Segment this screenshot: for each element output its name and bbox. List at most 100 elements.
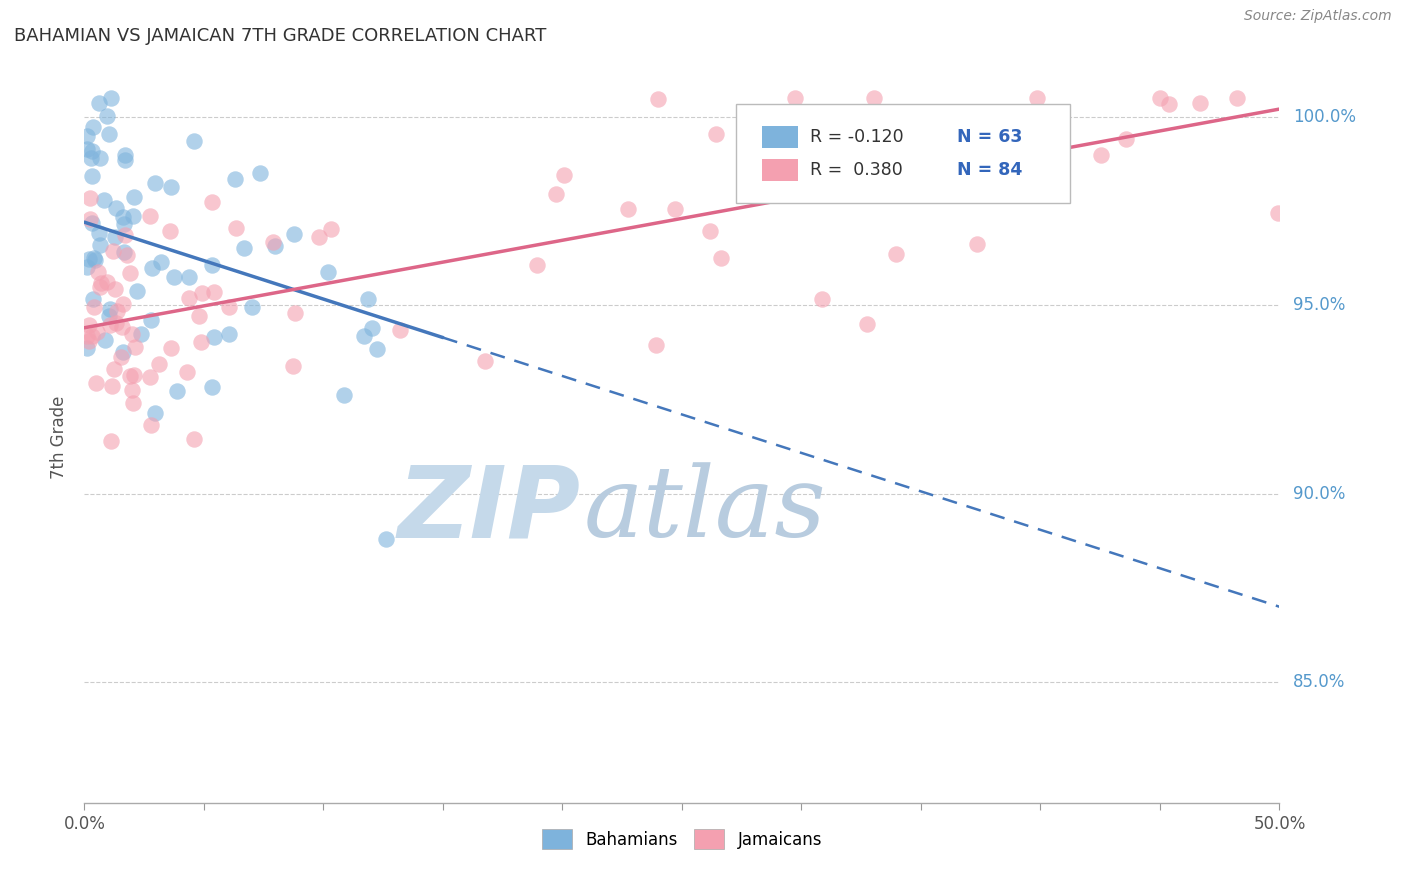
Point <box>139 418 162 433</box>
Point <box>114 228 136 243</box>
Point <box>122 368 145 382</box>
Point <box>835 161 858 175</box>
Point <box>110 350 132 364</box>
Point <box>316 265 339 279</box>
Point <box>89 237 111 252</box>
Point <box>100 91 122 105</box>
Point <box>104 230 127 244</box>
Point <box>855 317 877 331</box>
Point <box>553 168 575 182</box>
FancyBboxPatch shape <box>735 104 1070 203</box>
Text: atlas: atlas <box>583 463 827 558</box>
Point <box>319 221 342 235</box>
Point <box>139 209 162 223</box>
Point <box>93 194 115 208</box>
Point <box>474 354 496 368</box>
Point <box>284 306 307 320</box>
Point <box>87 265 110 279</box>
Point <box>1149 91 1171 105</box>
Point <box>179 270 201 285</box>
Point <box>89 226 111 240</box>
Point <box>89 280 111 294</box>
Point <box>77 252 100 266</box>
Point <box>218 327 240 342</box>
Point <box>224 172 246 186</box>
Point <box>111 345 134 359</box>
Point <box>76 129 98 144</box>
Point <box>162 269 184 284</box>
Point <box>124 340 146 354</box>
Point <box>76 142 98 156</box>
Point <box>1226 91 1249 105</box>
Point <box>264 239 287 253</box>
Point <box>98 301 121 316</box>
Point <box>1267 206 1289 220</box>
Point <box>1157 96 1180 111</box>
Text: 95.0%: 95.0% <box>1294 296 1346 314</box>
Point <box>190 334 212 349</box>
Point <box>160 180 183 194</box>
Point <box>141 260 163 275</box>
Point <box>121 326 143 341</box>
Point <box>709 251 731 265</box>
Point <box>101 379 124 393</box>
Point <box>333 387 356 401</box>
Point <box>283 227 305 241</box>
Point <box>114 153 136 168</box>
Point <box>112 245 135 260</box>
Point <box>179 291 201 305</box>
Point <box>201 380 224 394</box>
Point <box>190 286 212 301</box>
Point <box>159 224 181 238</box>
Point <box>111 210 134 224</box>
Point <box>281 359 304 374</box>
Point <box>83 252 105 266</box>
Point <box>122 189 145 203</box>
Point <box>100 434 122 449</box>
Point <box>138 369 160 384</box>
Point <box>143 406 166 420</box>
Point <box>98 318 121 332</box>
Point <box>104 316 127 330</box>
Point <box>360 321 382 335</box>
Point <box>96 109 118 123</box>
Point <box>966 237 988 252</box>
Point <box>120 266 142 280</box>
Point <box>105 303 128 318</box>
Point <box>353 329 375 343</box>
Point <box>176 365 198 379</box>
Point <box>201 258 224 272</box>
Point <box>811 292 834 306</box>
Point <box>862 91 884 105</box>
Legend: Bahamians, Jamaicans: Bahamians, Jamaicans <box>541 829 823 849</box>
Point <box>645 337 668 351</box>
Point <box>357 292 380 306</box>
Point <box>77 334 100 349</box>
Point <box>80 328 103 343</box>
Point <box>1025 91 1047 105</box>
Point <box>706 127 728 141</box>
Point <box>924 144 946 158</box>
Point <box>120 369 142 384</box>
Point <box>79 211 101 226</box>
Point <box>664 202 686 216</box>
Point <box>83 252 105 267</box>
Point <box>201 195 224 210</box>
Text: R = -0.120: R = -0.120 <box>810 128 904 146</box>
Point <box>544 186 567 201</box>
Point <box>375 533 398 547</box>
Point <box>202 330 225 344</box>
Point <box>111 319 134 334</box>
Text: N = 63: N = 63 <box>957 128 1022 146</box>
Point <box>104 282 127 296</box>
Point <box>188 309 211 323</box>
Point <box>93 334 115 348</box>
Point <box>80 151 103 165</box>
Point <box>86 325 108 339</box>
Text: ZIP: ZIP <box>398 462 581 558</box>
Text: 100.0%: 100.0% <box>1294 108 1357 126</box>
Point <box>218 300 240 314</box>
Point <box>1188 96 1211 111</box>
Point <box>121 383 143 397</box>
Point <box>79 318 101 332</box>
